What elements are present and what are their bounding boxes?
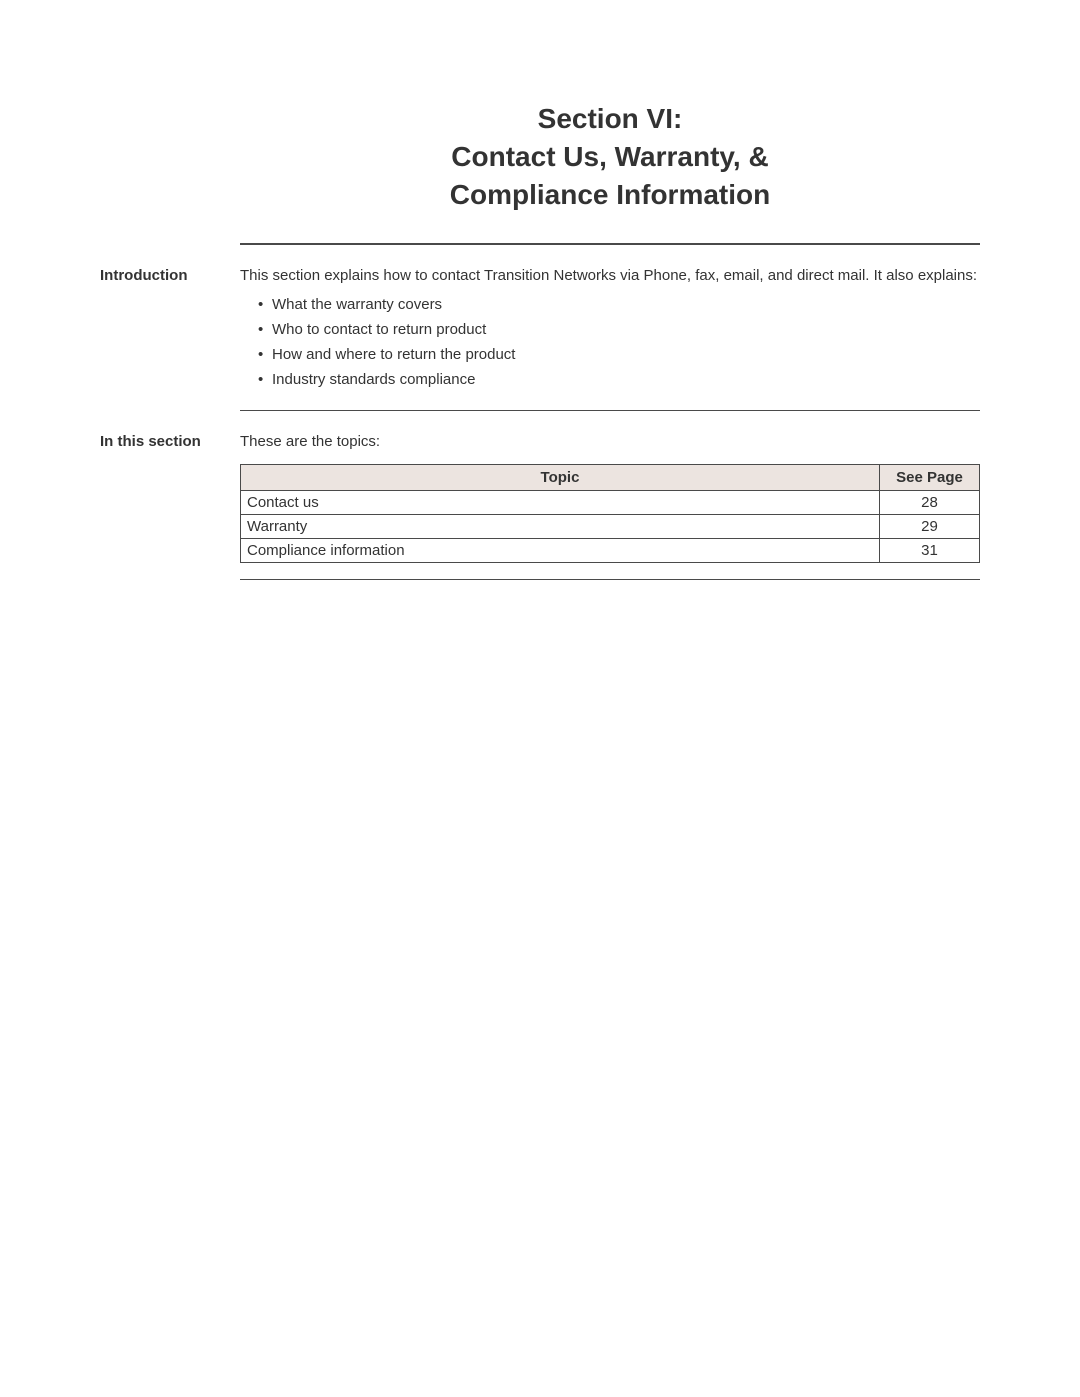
in-this-section-body: These are the topics: Topic See Page Con… xyxy=(240,431,980,563)
table-row: Compliance information 31 xyxy=(241,539,980,563)
divider-top xyxy=(240,243,980,245)
topic-cell: Warranty xyxy=(241,515,880,539)
bullet-item: What the warranty covers xyxy=(258,294,980,315)
page-cell: 28 xyxy=(880,491,980,515)
col-header-topic: Topic xyxy=(241,465,880,491)
table-header-row: Topic See Page xyxy=(241,465,980,491)
introduction-body: This section explains how to contact Tra… xyxy=(240,265,980,394)
section-title: Section VI: Contact Us, Warranty, & Comp… xyxy=(240,100,980,213)
topics-table: Topic See Page Contact us 28 Warranty 29… xyxy=(240,464,980,563)
divider-mid xyxy=(240,410,980,411)
in-this-section-label: In this section xyxy=(100,431,240,563)
introduction-bullets: What the warranty covers Who to contact … xyxy=(240,294,980,390)
bullet-item: Industry standards compliance xyxy=(258,369,980,390)
page-cell: 29 xyxy=(880,515,980,539)
topic-cell: Contact us xyxy=(241,491,880,515)
bullet-item: How and where to return the product xyxy=(258,344,980,365)
page-cell: 31 xyxy=(880,539,980,563)
title-line-2: Contact Us, Warranty, & xyxy=(240,138,980,176)
introduction-block: Introduction This section explains how t… xyxy=(100,265,980,394)
bullet-item: Who to contact to return product xyxy=(258,319,980,340)
in-this-section-block: In this section These are the topics: To… xyxy=(100,431,980,563)
topic-cell: Compliance information xyxy=(241,539,880,563)
table-row: Warranty 29 xyxy=(241,515,980,539)
introduction-label: Introduction xyxy=(100,265,240,394)
topics-intro-text: These are the topics: xyxy=(240,431,980,452)
introduction-text: This section explains how to contact Tra… xyxy=(240,265,980,286)
col-header-page: See Page xyxy=(880,465,980,491)
title-line-3: Compliance Information xyxy=(240,176,980,214)
title-line-1: Section VI: xyxy=(240,100,980,138)
table-row: Contact us 28 xyxy=(241,491,980,515)
divider-bottom xyxy=(240,579,980,580)
